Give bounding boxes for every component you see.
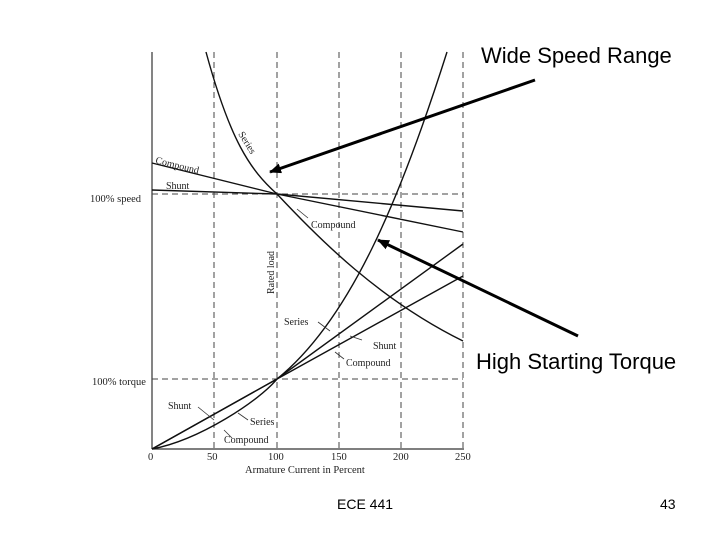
- series-speed-curve: [205, 51, 464, 342]
- x-tick-0: 0: [148, 452, 153, 463]
- x-tick-150: 150: [331, 452, 347, 463]
- x-tick-250: 250: [455, 452, 471, 463]
- arrow-wide-speed-range: [269, 78, 536, 174]
- x-tick-200: 200: [393, 452, 409, 463]
- label-compound-speed: Compound: [154, 155, 200, 176]
- label-shunt-low: Shunt: [168, 401, 192, 412]
- label-compound-low: Compound: [224, 435, 268, 446]
- x-tick-100: 100: [268, 452, 284, 463]
- x-tick-50: 50: [207, 452, 218, 463]
- arrow-high-starting-torque: [377, 238, 579, 338]
- callout-wide-speed-range: Wide Speed Range: [481, 43, 672, 68]
- compound-torque-curve: [151, 243, 464, 450]
- compound-speed-curve: [151, 162, 464, 233]
- label-series-torque: Series: [284, 317, 309, 328]
- label-shunt-torque: Shunt: [373, 341, 397, 352]
- series-torque-curve: [151, 51, 448, 450]
- label-100-torque: 100% torque: [92, 377, 146, 388]
- label-compound-torque: Compound: [346, 358, 390, 369]
- shunt-speed-curve: [151, 189, 464, 212]
- label-shunt-speed: Shunt: [166, 181, 190, 192]
- label-series-low: Series: [250, 417, 275, 428]
- shunt-torque-curve: [151, 275, 464, 450]
- label-rated-load: Rated load: [266, 251, 277, 294]
- label-compound-speed-2: Compound: [311, 220, 355, 231]
- footer-page-number: 43: [660, 496, 676, 512]
- x-axis-label: Armature Current in Percent: [245, 465, 365, 476]
- label-100-speed: 100% speed: [90, 194, 142, 205]
- footer-course: ECE 441: [337, 496, 394, 512]
- callout-high-starting-torque: High Starting Torque: [476, 349, 676, 374]
